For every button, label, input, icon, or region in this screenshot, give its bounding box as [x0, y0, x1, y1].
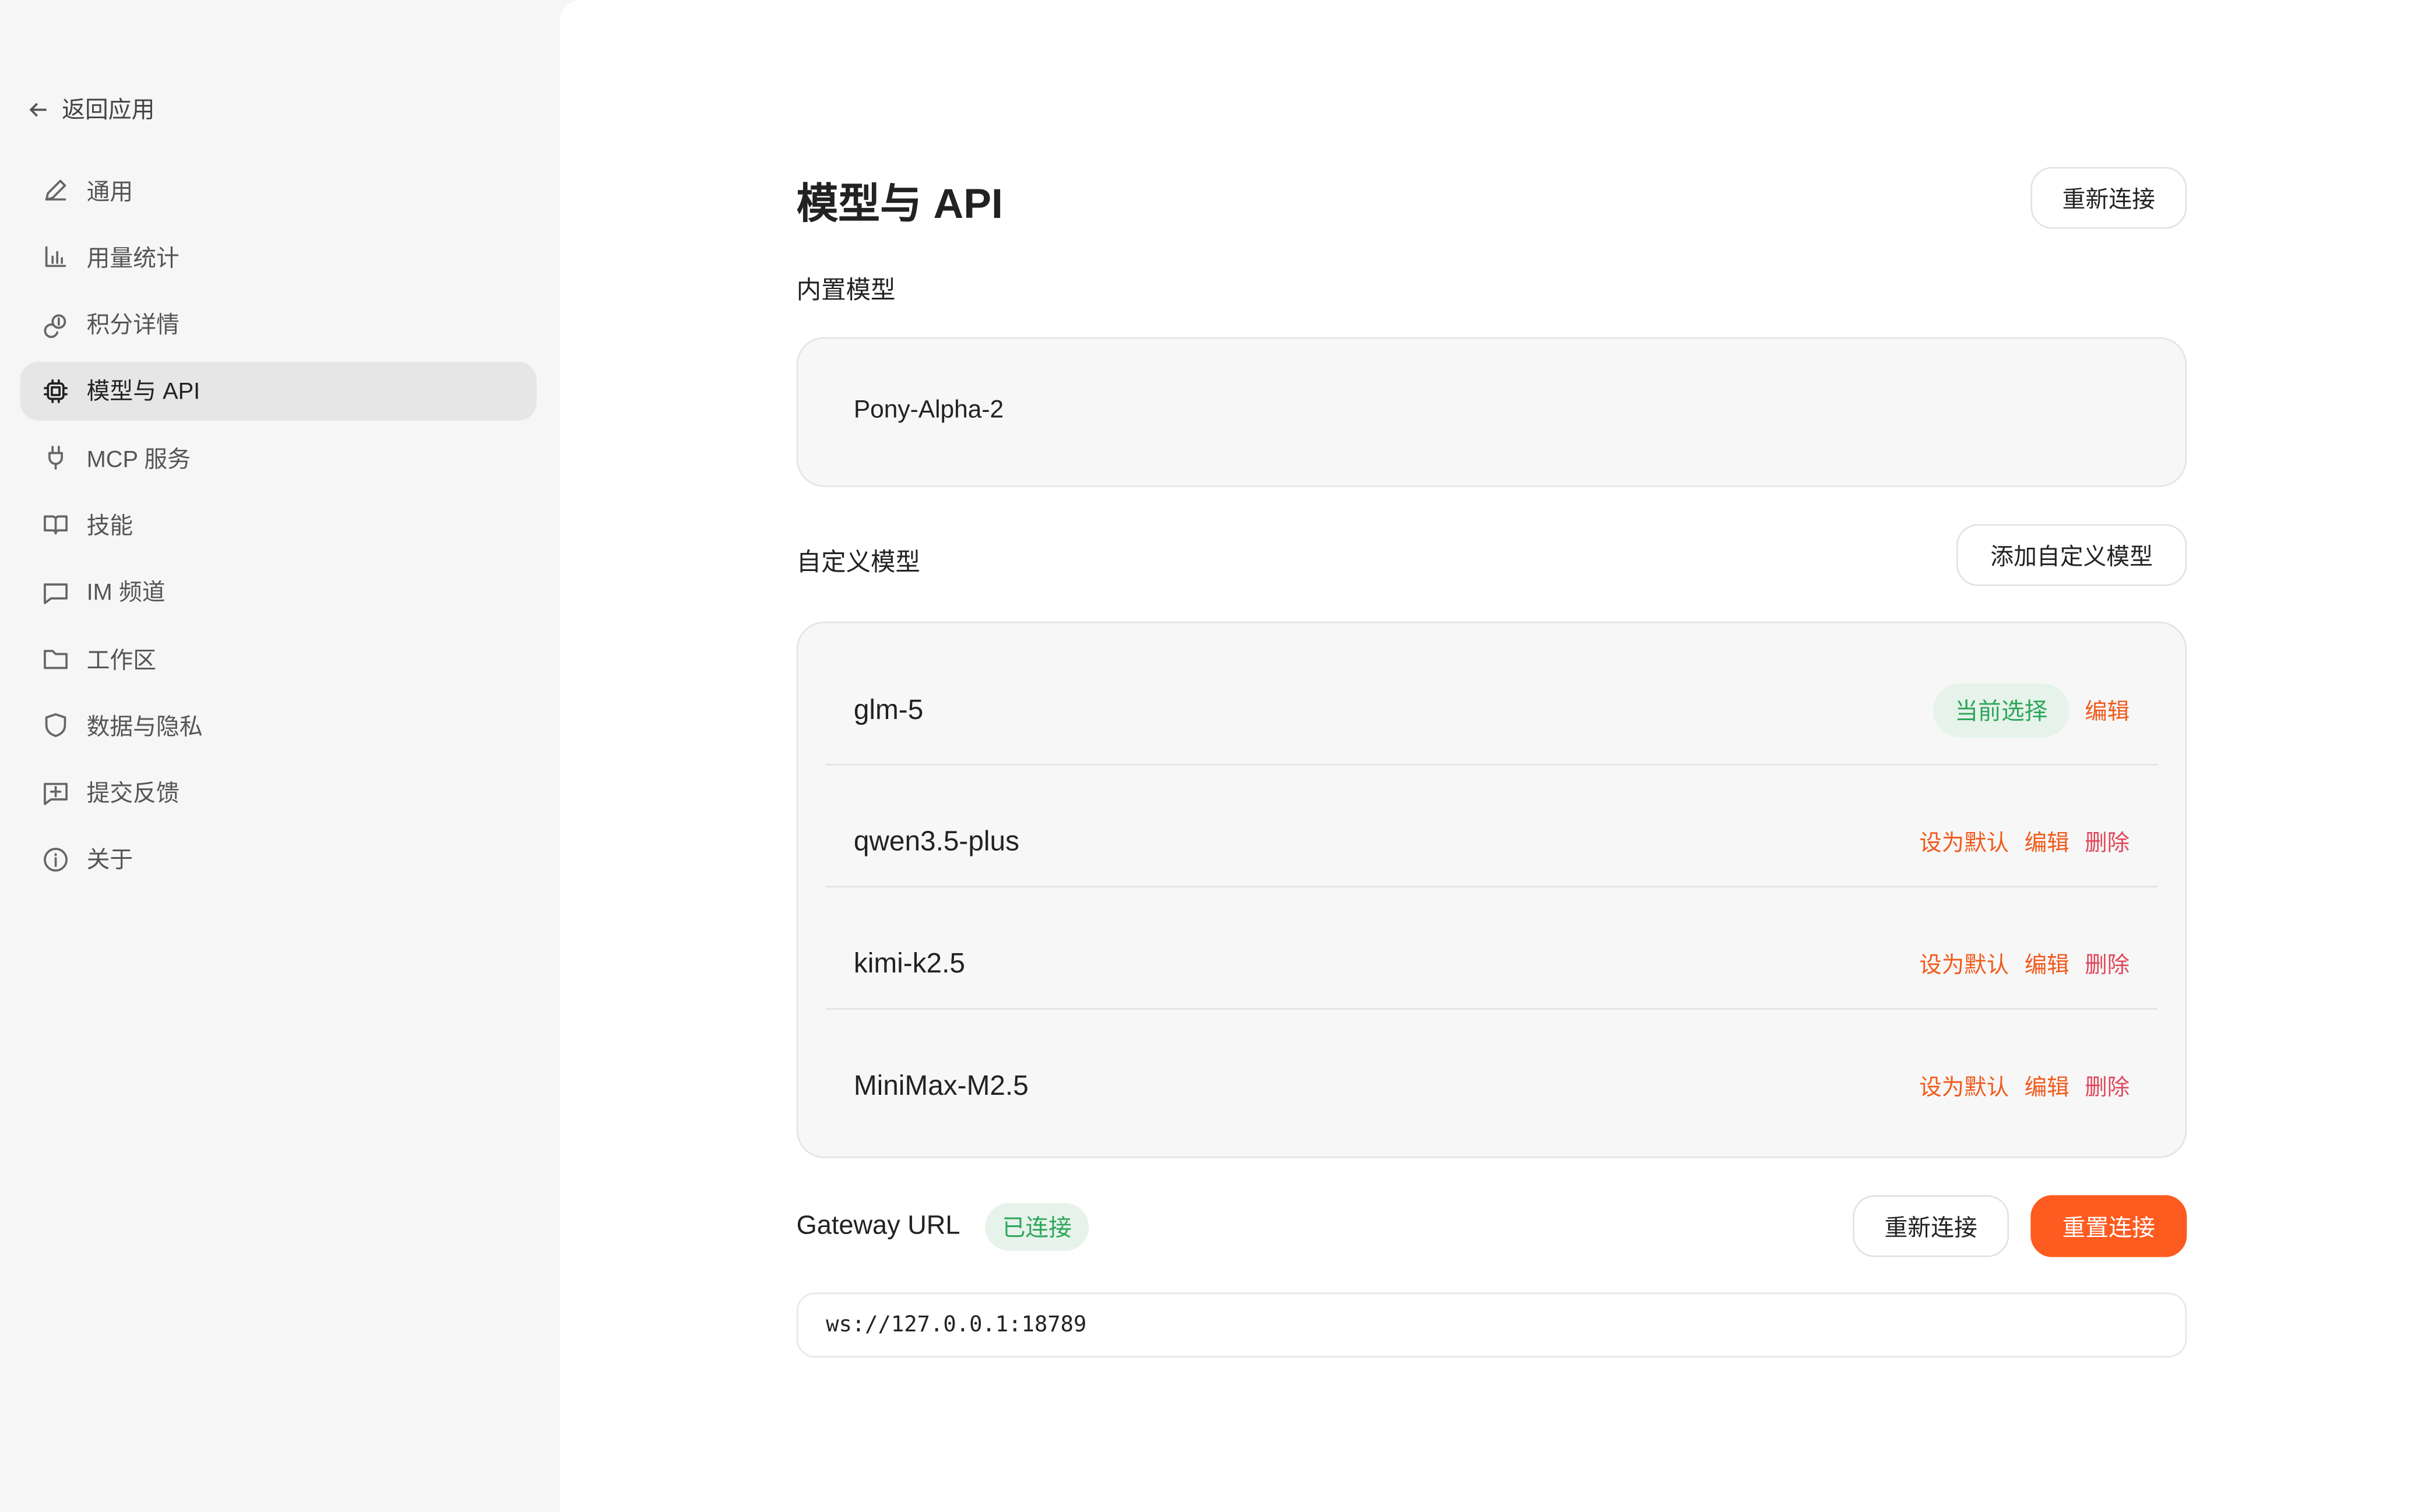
- sidebar-item-label: 数据与隐私: [86, 714, 203, 741]
- divider: [826, 763, 2157, 766]
- edit-button[interactable]: 编辑: [2024, 953, 2069, 978]
- gateway-url-input[interactable]: ws://127.0.0.1:18789: [796, 1292, 2187, 1358]
- custom-model-list: glm-5 当前选择 编辑 qwen3.5-plus 设为默认 编辑 删除 kimi…: [796, 621, 2187, 1158]
- sidebar-item-label: IM 频道: [86, 580, 166, 607]
- sidebar-item-6[interactable]: IM 频道: [20, 562, 536, 621]
- gateway-url-label: Gateway URL: [796, 1210, 960, 1240]
- builtin-model-card: Pony-Alpha-2: [796, 337, 2187, 487]
- sidebar-item-label: 技能: [86, 513, 133, 540]
- coins-icon: [44, 313, 66, 338]
- reset-connection-button[interactable]: 重置连接: [2030, 1195, 2187, 1257]
- custom-model-heading: 自定义模型: [796, 550, 920, 577]
- delete-button[interactable]: 删除: [2085, 1075, 2130, 1101]
- main-panel: 模型与 API 重新连接 内置模型 Pony-Alpha-2 自定义模型 添加自…: [559, 0, 2425, 1512]
- sidebar: 返回应用 通用用量统计积分详情模型与 API MCP 服务 技能 IM 频道工作区数据…: [0, 0, 560, 1512]
- sidebar-nav: 通用用量统计积分详情模型与 API MCP 服务 技能 IM 频道工作区数据与隐私提交…: [20, 161, 537, 897]
- sidebar-item-label: 工作区: [86, 647, 157, 674]
- back-label: 返回应用: [62, 97, 155, 124]
- info-icon: [44, 847, 68, 872]
- folder-icon: [44, 650, 68, 669]
- chip-icon: [44, 379, 68, 403]
- builtin-model-heading: 内置模型: [796, 278, 896, 305]
- feedback-icon: [44, 782, 68, 805]
- builtin-model-name: Pony-Alpha-2: [853, 397, 1004, 424]
- edit-button[interactable]: 编辑: [2085, 699, 2130, 725]
- model-row: glm-5 当前选择 编辑: [826, 679, 2157, 741]
- reconnect-top-button[interactable]: 重新连接: [2030, 167, 2187, 229]
- edit-button[interactable]: 编辑: [2024, 1075, 2069, 1101]
- sidebar-item-label: 通用: [86, 178, 133, 205]
- back-to-app-button[interactable]: 返回应用: [28, 93, 155, 125]
- delete-button[interactable]: 删除: [2085, 953, 2130, 978]
- divider: [826, 886, 2157, 888]
- arrow-left-icon: [29, 102, 47, 117]
- connection-status-badge: 已连接: [985, 1203, 1089, 1251]
- model-name: glm-5: [853, 693, 924, 725]
- sidebar-item-4[interactable]: MCP 服务: [20, 429, 536, 488]
- set-default-button[interactable]: 设为默认: [1919, 953, 2009, 978]
- message-icon: [44, 583, 68, 604]
- model-row: MiniMax-M2.5 设为默认 编辑 删除: [826, 1055, 2157, 1116]
- add-custom-model-button[interactable]: 添加自定义模型: [1956, 524, 2187, 586]
- divider: [826, 1008, 2157, 1010]
- sidebar-item-5[interactable]: 技能: [20, 495, 536, 554]
- page-title: 模型与 API: [796, 181, 1003, 228]
- book-icon: [44, 516, 68, 535]
- sidebar-item-label: 关于: [86, 848, 133, 875]
- shield-icon: [45, 714, 66, 738]
- model-row: kimi-k2.5 设为默认 编辑 删除: [826, 932, 2157, 994]
- sidebar-item-label: 模型与 API: [86, 379, 200, 406]
- sidebar-item-2[interactable]: 积分详情: [20, 295, 536, 354]
- sidebar-item-label: 积分详情: [86, 312, 180, 339]
- sidebar-item-0[interactable]: 通用: [20, 161, 536, 220]
- current-selection-badge: 当前选择: [1933, 682, 2069, 737]
- sidebar-item-7[interactable]: 工作区: [20, 629, 536, 688]
- reconnect-button[interactable]: 重新连接: [1853, 1195, 2009, 1257]
- sidebar-item-3[interactable]: 模型与 API: [20, 361, 537, 421]
- pencil-icon: [45, 179, 66, 201]
- bar-chart-icon: [45, 246, 66, 268]
- model-row: qwen3.5-plus 设为默认 编辑 删除: [826, 810, 2157, 872]
- delete-button[interactable]: 删除: [2085, 831, 2130, 856]
- sidebar-item-8[interactable]: 数据与隐私: [20, 696, 536, 755]
- sidebar-item-9[interactable]: 提交反馈: [20, 763, 536, 822]
- set-default-button[interactable]: 设为默认: [1919, 831, 2009, 856]
- model-name: qwen3.5-plus: [853, 824, 1019, 856]
- sidebar-item-label: 用量统计: [86, 245, 180, 272]
- model-name: kimi-k2.5: [853, 947, 965, 978]
- edit-button[interactable]: 编辑: [2024, 831, 2069, 856]
- model-name: MiniMax-M2.5: [853, 1069, 1029, 1101]
- sidebar-item-10[interactable]: 关于: [20, 830, 536, 889]
- sidebar-item-1[interactable]: 用量统计: [20, 228, 536, 287]
- sidebar-item-label: 提交反馈: [86, 781, 180, 808]
- sidebar-item-label: MCP 服务: [86, 446, 191, 473]
- plug-icon: [48, 446, 64, 470]
- set-default-button[interactable]: 设为默认: [1919, 1075, 2009, 1101]
